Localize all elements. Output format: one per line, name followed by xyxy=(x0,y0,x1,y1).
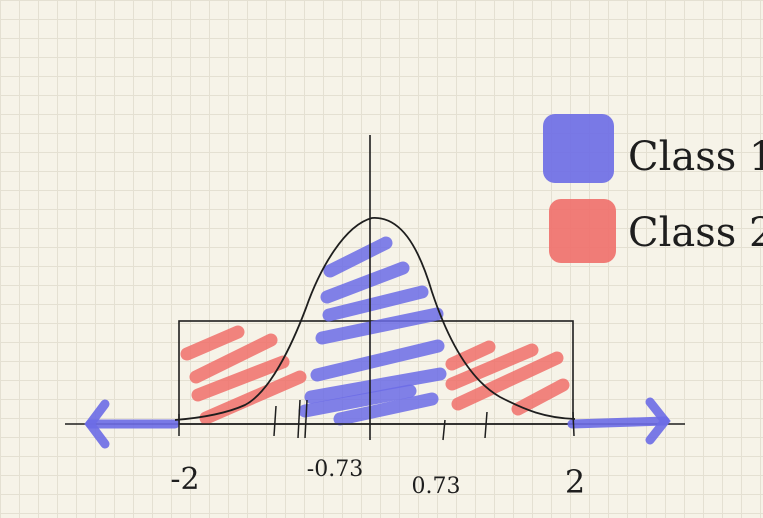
legend-swatch-class1 xyxy=(543,114,614,183)
tick-label: -2 xyxy=(170,462,199,497)
tick-label: -0.73 xyxy=(307,457,363,482)
class1-shading xyxy=(298,236,447,426)
class2-shading-left xyxy=(180,325,307,425)
legend-label-class1: Class 1 xyxy=(628,134,763,180)
legend-label-class2: Class 2 xyxy=(628,210,763,256)
tick-label: 0.73 xyxy=(412,474,461,499)
legend-swatch-class2 xyxy=(549,199,616,263)
gaussian-curve xyxy=(174,217,576,421)
tick-labels: -2 -0.73 0.73 2 xyxy=(170,457,585,501)
class2-shading-right xyxy=(445,340,570,416)
legend: Class 1 Class 2 xyxy=(543,114,763,263)
boundary-ticks xyxy=(178,399,575,441)
x-axis-arrows xyxy=(84,397,671,449)
tick-label: 2 xyxy=(565,463,585,501)
